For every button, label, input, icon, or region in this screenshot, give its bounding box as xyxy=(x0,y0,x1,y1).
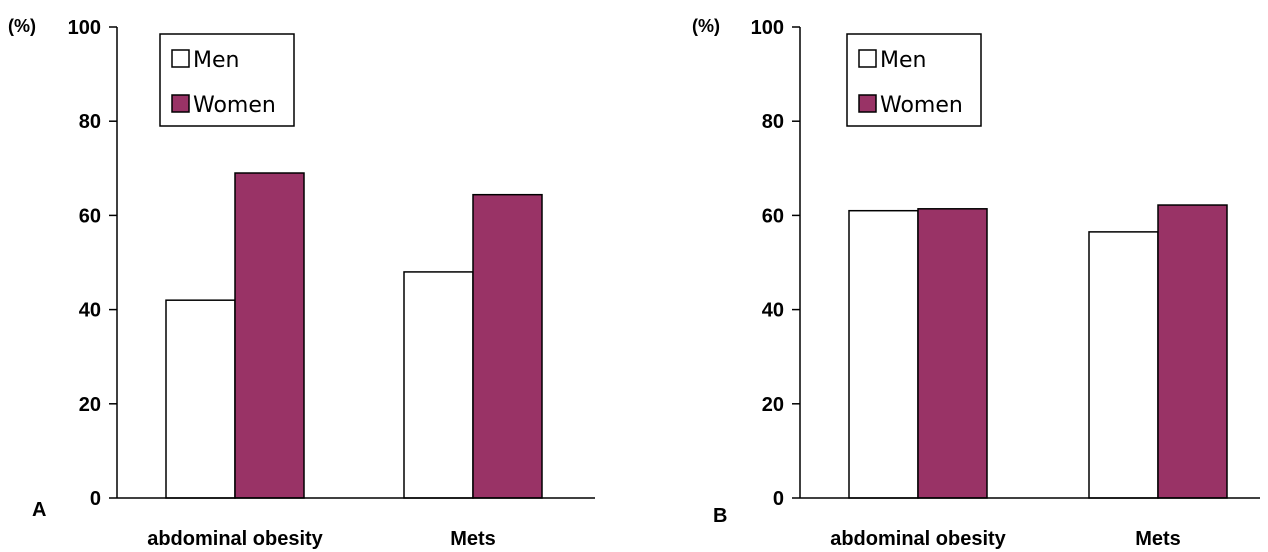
y-tick-label: 100 xyxy=(68,17,101,39)
y-tick-label: 60 xyxy=(79,205,101,227)
panel-label: B xyxy=(713,505,727,527)
y-tick-label: 100 xyxy=(751,17,784,39)
y-tick-label: 20 xyxy=(79,394,101,416)
y-tick-label: 40 xyxy=(762,300,784,322)
y-unit-label: (%) xyxy=(692,16,720,36)
legend-swatch-women xyxy=(171,94,190,113)
category-label: abdominal obesity xyxy=(830,528,1006,550)
y-tick-label: 80 xyxy=(762,111,784,133)
category-label: abdominal obesity xyxy=(147,528,323,550)
bar-women-1 xyxy=(1157,204,1228,499)
bar-women-0 xyxy=(917,208,988,499)
category-label: Mets xyxy=(1135,528,1181,550)
y-tick-label: 0 xyxy=(773,488,784,510)
bar-men-0 xyxy=(165,299,236,499)
bar-men-1 xyxy=(403,271,474,499)
y-tick-label: 20 xyxy=(762,394,784,416)
chart-panel-b: abdominal obesity Mets 0 20 40 60 80 100 (%) B Men… xyxy=(692,16,1260,550)
y-unit-label: (%) xyxy=(8,16,36,36)
chart-panel-a: abdominal obesity Mets 0 20 40 60 80 100 (%) A Men… xyxy=(8,16,595,550)
bar-women-1 xyxy=(472,193,543,499)
legend-label-women: Women xyxy=(880,93,963,118)
bar-men-0 xyxy=(848,209,919,499)
legend-label-men: Men xyxy=(193,48,239,73)
bar-men-1 xyxy=(1088,231,1159,499)
legend: Men Women xyxy=(846,33,982,127)
legend-swatch-men xyxy=(858,49,877,68)
y-tick-label: 0 xyxy=(90,488,101,510)
y-tick-label: 40 xyxy=(79,300,101,322)
bar-women-0 xyxy=(234,172,305,499)
panel-label: A xyxy=(32,499,46,521)
legend-swatch-women xyxy=(858,94,877,113)
legend: Men Women xyxy=(159,33,295,127)
legend-label-women: Women xyxy=(193,93,276,118)
y-tick-label: 60 xyxy=(762,205,784,227)
legend-swatch-men xyxy=(171,49,190,68)
category-label: Mets xyxy=(450,528,496,550)
y-tick-label: 80 xyxy=(79,111,101,133)
legend-label-men: Men xyxy=(880,48,926,73)
